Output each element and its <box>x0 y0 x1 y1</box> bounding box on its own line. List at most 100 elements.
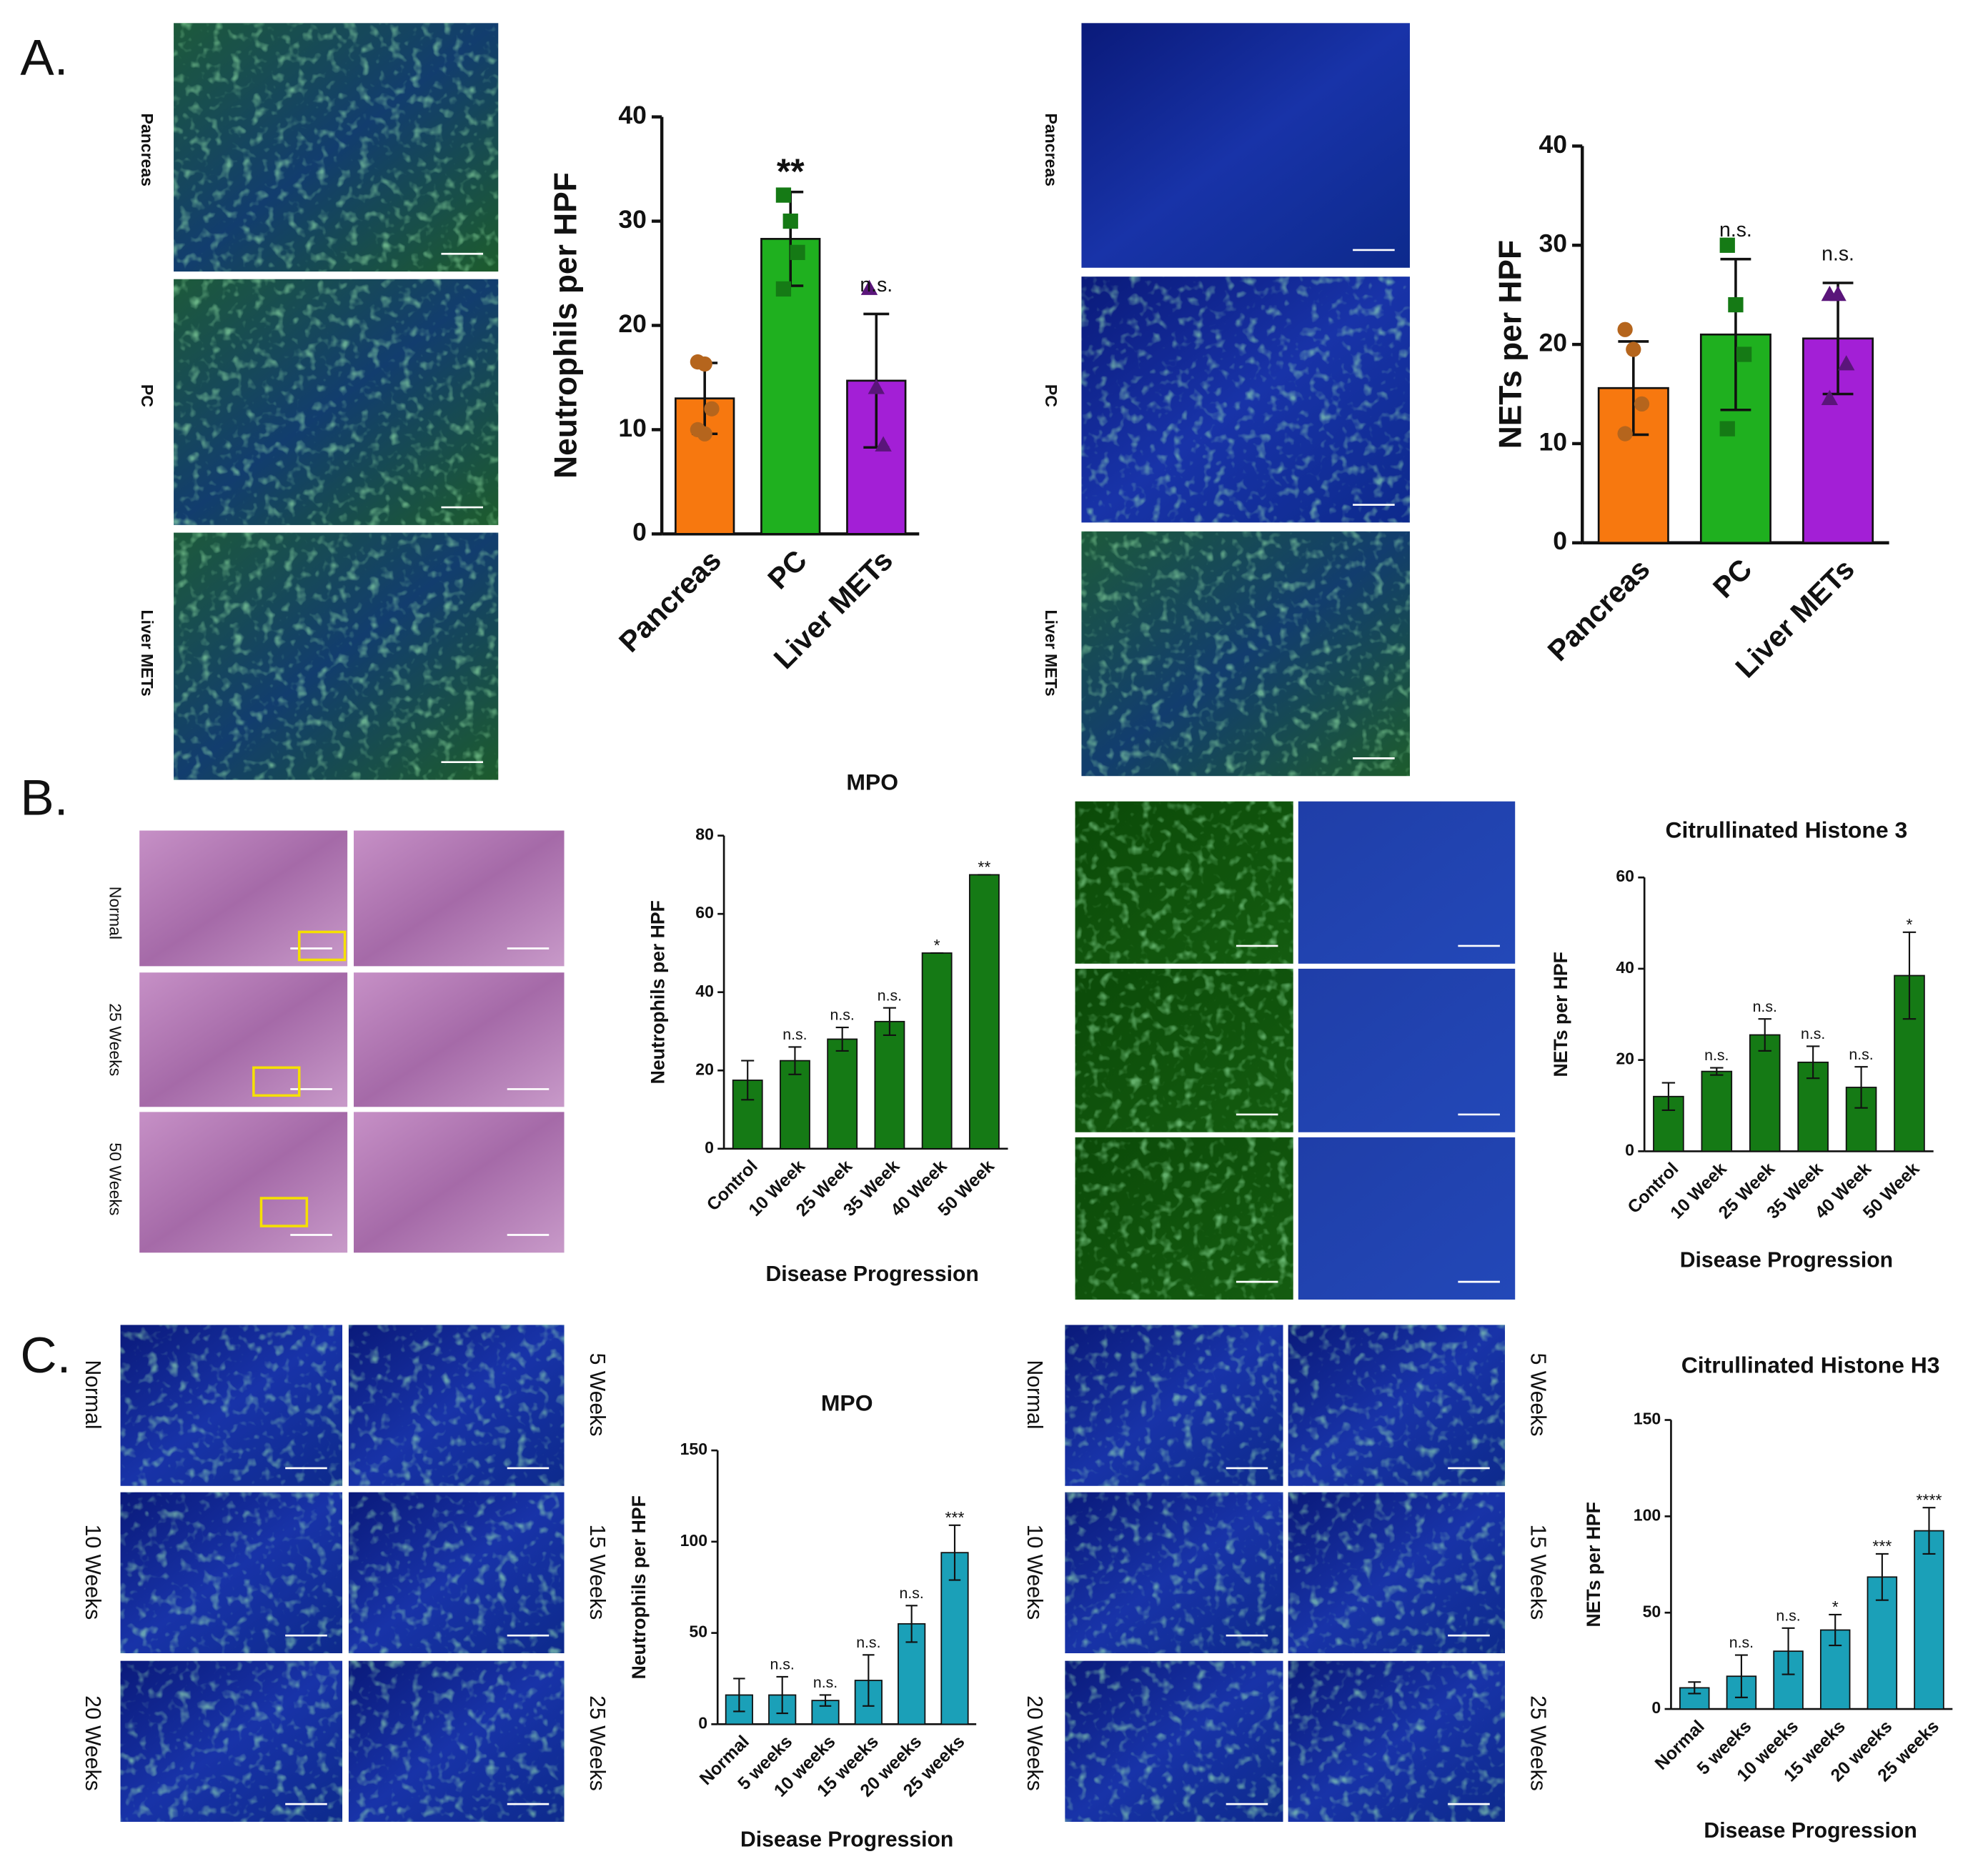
micrograph-texture <box>174 532 499 780</box>
x-axis-label: Disease Progression <box>1680 1249 1893 1272</box>
panel-label: C. <box>20 1327 71 1384</box>
significance-label: *** <box>945 1508 965 1527</box>
image-label: PC <box>1042 384 1060 407</box>
micrograph <box>1298 801 1516 964</box>
error-bar <box>1661 1082 1676 1111</box>
significance-label: n.s. <box>900 1585 924 1602</box>
data-point <box>1736 347 1752 362</box>
bar <box>921 952 953 1150</box>
error-bar <box>863 1654 875 1707</box>
micrograph-texture <box>348 1660 565 1822</box>
inset-box <box>252 1066 301 1097</box>
error-bar <box>741 1060 755 1101</box>
micrograph-texture <box>1065 1660 1283 1822</box>
image-label: Normal <box>106 887 125 940</box>
image-label: 5 Weeks <box>585 1353 609 1437</box>
chart-title: MPO <box>821 1390 873 1416</box>
image-label: 10 Weeks <box>81 1525 104 1620</box>
image-label: 20 Weeks <box>1023 1695 1046 1791</box>
error-bar <box>835 1026 849 1052</box>
y-tick-label: 0 <box>705 1138 714 1157</box>
y-tick-label: 150 <box>680 1440 707 1458</box>
significance-label: n.s. <box>770 1656 795 1673</box>
error-bar <box>1734 1654 1748 1698</box>
y-tick-label: 60 <box>695 903 714 922</box>
micrograph <box>139 972 348 1107</box>
y-axis-label: NETs per HPF <box>1493 240 1528 449</box>
x-tick-label: Pancreas <box>612 544 727 659</box>
data-point <box>782 213 798 229</box>
significance-label: n.s. <box>856 1634 880 1651</box>
error-bar <box>1720 257 1751 412</box>
y-tick-label: 10 <box>618 414 646 442</box>
micrograph-texture <box>1288 1325 1506 1486</box>
y-tick-label: 40 <box>1539 130 1567 159</box>
micrograph <box>354 830 565 967</box>
bar <box>1701 1070 1733 1152</box>
significance-label: * <box>1832 1598 1839 1616</box>
significance-label: * <box>934 936 940 955</box>
micrograph-texture <box>1081 531 1410 777</box>
micrograph <box>354 1112 565 1253</box>
image-label: 25 Weeks <box>1526 1695 1549 1791</box>
micrograph-texture <box>1081 276 1410 523</box>
significance-label: ** <box>777 151 805 191</box>
significance-label: n.s. <box>1719 219 1752 241</box>
data-point <box>1838 355 1855 371</box>
image-label: Normal <box>81 1360 104 1429</box>
data-point <box>697 426 712 442</box>
micrograph-texture <box>1075 1137 1293 1300</box>
micrograph <box>1298 1137 1516 1300</box>
image-label: 20 Weeks <box>81 1695 104 1791</box>
significance-label: n.s. <box>860 274 893 296</box>
error-bar <box>1922 1507 1936 1555</box>
error-bar <box>1829 1613 1842 1647</box>
y-tick-label: 80 <box>695 825 714 844</box>
y-tick-label: 60 <box>1616 867 1634 885</box>
data-point <box>704 401 720 417</box>
significance-label: n.s. <box>1704 1047 1729 1064</box>
micrograph <box>139 1112 348 1253</box>
error-bar <box>1781 1627 1795 1675</box>
y-tick-label: 150 <box>1634 1410 1661 1428</box>
y-tick-label: 20 <box>618 309 646 338</box>
significance-label: *** <box>1872 1537 1892 1555</box>
micrograph-texture <box>348 1325 565 1486</box>
significance-label: n.s. <box>1821 242 1854 265</box>
panel-label: A. <box>20 29 68 86</box>
y-axis-label: Neutrophils per HPF <box>549 172 584 479</box>
data-point <box>868 379 885 394</box>
image-label: 15 Weeks <box>585 1525 609 1620</box>
data-point <box>1719 237 1735 253</box>
y-tick-label: 40 <box>1616 958 1634 977</box>
image-label: 5 Weeks <box>1526 1353 1549 1437</box>
x-axis-label: Disease Progression <box>740 1828 953 1852</box>
y-tick-label: 0 <box>698 1713 707 1732</box>
y-tick-label: 50 <box>689 1623 707 1641</box>
y-axis-label: NETs per HPF <box>1550 952 1571 1077</box>
micrograph <box>354 972 565 1107</box>
data-point <box>697 356 712 372</box>
image-label: Pancreas <box>1042 113 1060 186</box>
inset-box <box>259 1197 309 1227</box>
image-label: 25 Weeks <box>585 1695 609 1791</box>
significance-label: * <box>1907 915 1913 934</box>
significance-label: n.s. <box>1849 1046 1873 1063</box>
significance-label: n.s. <box>1729 1634 1754 1651</box>
micrograph <box>1298 968 1516 1132</box>
bar <box>874 1020 905 1150</box>
error-bar <box>905 1605 918 1643</box>
micrograph-texture <box>120 1492 343 1653</box>
micrograph-texture <box>174 23 499 272</box>
micrograph-texture <box>1065 1325 1283 1486</box>
y-tick-label: 30 <box>1539 229 1567 258</box>
chart-title: Citrullinated Histone 3 <box>1666 817 1908 843</box>
data-point <box>860 279 878 295</box>
data-point <box>1617 426 1633 442</box>
micrograph-texture <box>1075 801 1293 964</box>
bar <box>968 874 1000 1150</box>
data-point <box>1728 296 1744 313</box>
x-tick-label: PC <box>761 544 813 596</box>
image-label: 15 Weeks <box>1526 1525 1549 1620</box>
